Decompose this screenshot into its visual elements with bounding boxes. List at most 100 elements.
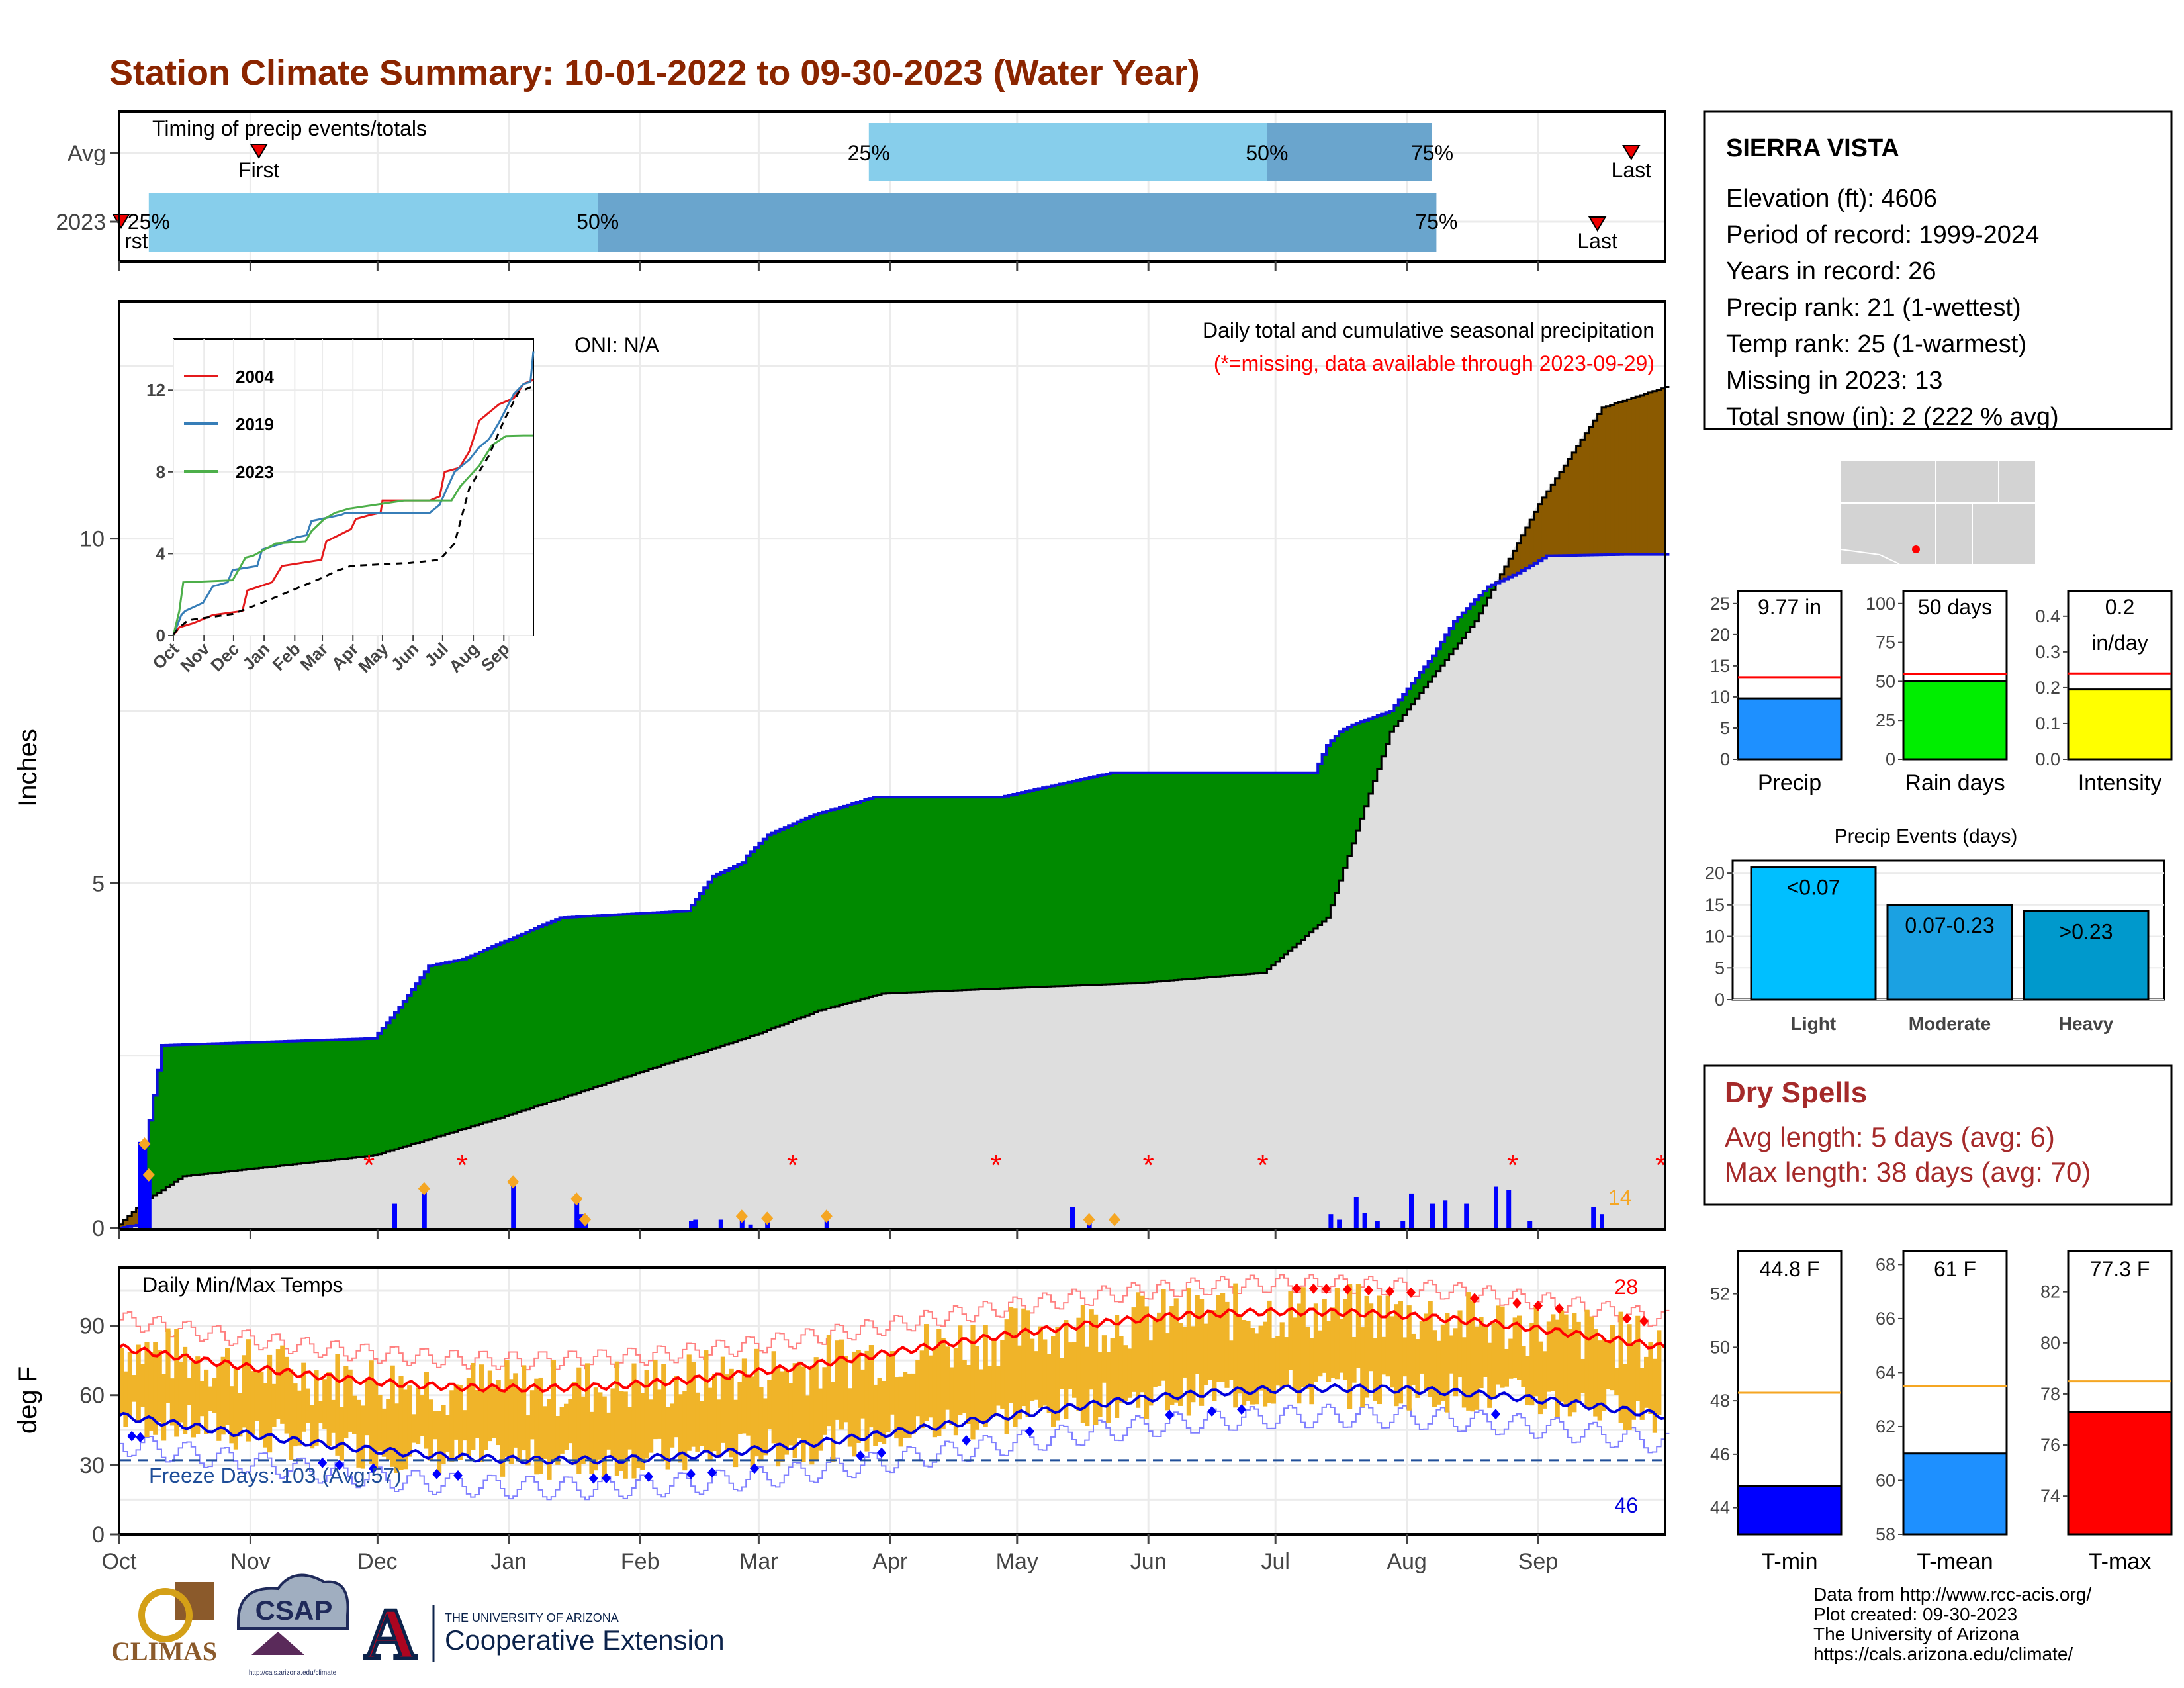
record-low-marker — [334, 1459, 344, 1470]
daily-precip-bar — [1506, 1190, 1512, 1228]
record-low-marker — [686, 1468, 696, 1479]
station-location-dot — [1912, 545, 1920, 553]
daily-temp-bar — [1482, 1327, 1488, 1377]
station-info-line: Precip rank: 21 (1-wettest) — [1726, 294, 2021, 322]
daily-temp-bar — [602, 1396, 607, 1480]
temp-chart-tick-label: 48 — [1710, 1391, 1730, 1411]
credit-line: https://cals.arizona.edu/climate/ — [1813, 1644, 2073, 1664]
daily-temp-bar — [1385, 1295, 1390, 1377]
events-title: Precip Events (days) — [1835, 825, 2018, 847]
month-label: Dec — [357, 1549, 397, 1574]
month-label: Jan — [490, 1549, 527, 1574]
daily-temp-bar — [1597, 1340, 1602, 1421]
daily-temp-bar — [148, 1352, 154, 1431]
daily-temp-bar — [483, 1387, 488, 1450]
daily-temp-bar — [1131, 1307, 1136, 1392]
record-low-marker — [1165, 1409, 1175, 1421]
daily-temp-bar — [729, 1368, 734, 1458]
snow-marker — [1083, 1213, 1095, 1227]
temp-chart-tick-label: 60 — [1876, 1470, 1895, 1490]
mini-chart-tick-label: 20 — [1710, 625, 1730, 645]
daily-temp-bar — [1614, 1368, 1619, 1395]
daily-temp-bar — [1191, 1326, 1196, 1403]
daily-temp-bar — [1279, 1322, 1285, 1389]
snow-marker — [735, 1209, 748, 1223]
mini-chart-tick-label: 0 — [1886, 749, 1895, 769]
daily-temp-bar — [949, 1367, 954, 1425]
daily-temp-bar — [1101, 1335, 1107, 1383]
daily-temp-bar — [551, 1360, 556, 1460]
event-bar-label: <0.07 — [1787, 876, 1841, 900]
daily-temp-bar — [940, 1338, 946, 1429]
record-low-marker — [1237, 1404, 1246, 1415]
daily-temp-bar — [471, 1362, 476, 1450]
daily-precip-bar — [138, 1141, 143, 1228]
daily-temp-bar — [174, 1329, 179, 1437]
event-bar-label: 0.07-0.23 — [1905, 914, 1994, 937]
daily-temp-bar — [1572, 1313, 1577, 1413]
daily-temp-bar — [725, 1374, 730, 1452]
daily-temp-bar — [873, 1384, 878, 1446]
avg-low-line — [118, 1383, 1666, 1466]
daily-temp-bar — [585, 1363, 590, 1458]
daily-temp-bar — [1398, 1301, 1403, 1404]
daily-temp-bar — [750, 1376, 755, 1468]
record-low-marker — [1207, 1406, 1217, 1417]
daily-temp-bar — [1542, 1351, 1547, 1409]
daily-temp-bar — [555, 1416, 561, 1465]
inset-legend-label: 2004 — [236, 367, 274, 387]
daily-temp-bar — [771, 1351, 776, 1444]
month-label: Mar — [739, 1549, 778, 1574]
snow-marker — [142, 1168, 155, 1182]
daily-temp-bar — [1220, 1293, 1226, 1382]
daily-temp-bar — [513, 1373, 518, 1448]
daily-temp-bar — [1588, 1316, 1594, 1409]
locator-map — [1841, 461, 2035, 564]
daily-temp-bar — [1068, 1342, 1073, 1389]
record-high-marker — [1470, 1293, 1479, 1304]
daily-temp-bar — [1657, 1330, 1662, 1415]
timing-panel: 25% 50% 75% 25% 50% 75% First Last Last rst Timing… — [56, 110, 1666, 271]
daily-temp-bar — [1584, 1309, 1590, 1409]
daily-temp-bar — [547, 1399, 552, 1480]
daily-temp-bar — [1508, 1338, 1514, 1379]
daily-temp-bar — [1394, 1304, 1399, 1407]
daily-temp-bar — [691, 1362, 696, 1447]
temp-chart-tick-label: 52 — [1710, 1284, 1730, 1304]
station-info-line: Years in record: 26 — [1726, 258, 1936, 285]
csap-logo-text: CSAP — [255, 1595, 333, 1626]
inset-line-2019 — [172, 351, 535, 636]
daily-temp-bar — [1428, 1301, 1433, 1397]
daily-temp-bar — [250, 1371, 255, 1435]
daily-temp-bar — [1487, 1342, 1492, 1408]
daily-temp-bar — [1351, 1336, 1357, 1383]
temp-chart-tick-label: 82 — [2040, 1282, 2060, 1302]
month-label: Aug — [1387, 1549, 1427, 1574]
daily-precip-bar — [1362, 1213, 1367, 1228]
daily-temp-bar — [843, 1356, 848, 1423]
snow-marker — [570, 1192, 583, 1206]
daily-temp-bar — [1152, 1317, 1158, 1387]
locator-map-borders — [1841, 461, 2035, 564]
mini-chart-tick-label: 0.3 — [2035, 642, 2060, 662]
avg-cumulative-area — [119, 387, 1665, 1229]
daily-temp-bar — [305, 1388, 310, 1423]
daily-temp-bar — [233, 1368, 238, 1450]
daily-temp-bar — [487, 1370, 492, 1442]
daily-temp-bar — [979, 1369, 984, 1423]
daily-temp-bar — [352, 1395, 357, 1434]
daily-temp-bar — [1297, 1303, 1302, 1404]
daily-temp-bar — [335, 1354, 340, 1456]
daily-temp-bar — [508, 1379, 514, 1464]
daily-temp-bar — [462, 1410, 467, 1441]
daily-temp-bar — [411, 1414, 416, 1443]
daily-temp-bar — [1182, 1327, 1187, 1378]
daily-temp-bar — [1097, 1352, 1103, 1417]
csap-logo-mountain — [251, 1632, 304, 1655]
daily-precip-bar — [1409, 1193, 1414, 1228]
daily-temp-bar — [1254, 1333, 1259, 1405]
daily-temp-bar — [1173, 1298, 1179, 1403]
daily-temp-bar — [229, 1386, 234, 1444]
y2023-first-label: rst — [124, 229, 148, 253]
